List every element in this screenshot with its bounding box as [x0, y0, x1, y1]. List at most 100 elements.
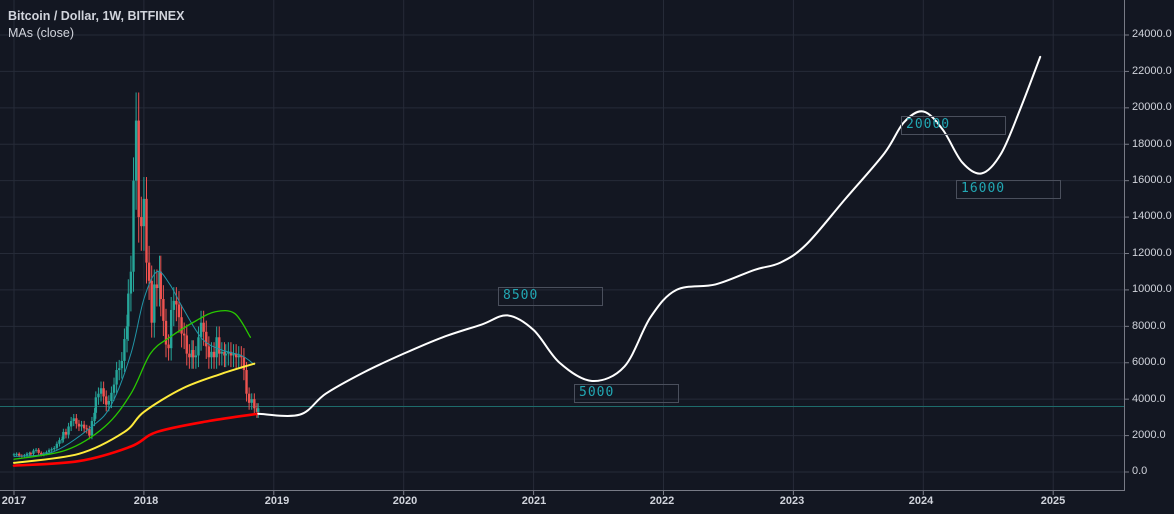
ma-yellow-line[interactable]: [13, 362, 256, 464]
y-tick-10000: 10000.0: [1132, 283, 1172, 295]
x-tick-2020: 2020: [392, 495, 418, 507]
candle-body: [62, 431, 65, 440]
candle-body: [159, 271, 162, 300]
candle-body: [150, 280, 153, 323]
candle-body: [80, 424, 83, 427]
candle-body: [134, 120, 138, 181]
candle-body: [58, 440, 61, 444]
y-tick-0: 0.0: [1132, 465, 1148, 477]
y-tick-8000: 8000.0: [1132, 320, 1166, 332]
candle-body: [242, 357, 246, 371]
y-tick-16000: 16000.0: [1132, 174, 1172, 186]
candle-body: [232, 353, 235, 356]
candle-body: [120, 360, 124, 369]
y-tick-4000: 4000.0: [1132, 393, 1166, 405]
candle-body: [155, 284, 159, 289]
candle-body: [102, 388, 105, 397]
y-tick-14000: 14000.0: [1132, 210, 1172, 222]
symbol-title: Bitcoin / Dollar, 1W, BITFINEX: [8, 9, 185, 23]
y-tick-22000: 22000.0: [1132, 65, 1172, 77]
candle-body: [153, 284, 156, 323]
annotation-8500[interactable]: 8500: [498, 287, 603, 306]
candle-body: [34, 449, 38, 451]
candle-body: [17, 453, 21, 456]
candle-body: [88, 429, 91, 436]
candle-body: [12, 454, 16, 456]
candle-body: [55, 443, 59, 448]
ma-red-line[interactable]: [12, 412, 260, 467]
candle-body: [99, 388, 103, 394]
candle-body: [94, 397, 98, 413]
candle-body: [45, 452, 48, 454]
candle-body: [237, 355, 240, 358]
candle-body: [192, 350, 195, 358]
y-tick-6000: 6000.0: [1132, 356, 1166, 368]
x-tick-2021: 2021: [521, 495, 547, 507]
candle-body: [105, 396, 108, 405]
candle-body: [207, 346, 211, 358]
candle-body: [169, 309, 173, 349]
x-tick-2023: 2023: [779, 495, 805, 507]
candle-body: [85, 428, 88, 430]
candle-body: [69, 421, 73, 427]
x-tick-2025: 2025: [1040, 495, 1066, 507]
candle-body: [180, 317, 183, 334]
candle-body: [205, 331, 208, 347]
candle-body: [32, 450, 35, 454]
candle-body: [129, 271, 133, 294]
y-tick-2000: 2000.0: [1132, 429, 1166, 441]
candle-body: [172, 300, 175, 310]
candle-body: [188, 353, 191, 358]
candle-body: [112, 384, 116, 393]
candle-body: [229, 351, 233, 356]
candle-body: [140, 217, 143, 227]
candle-body: [190, 350, 194, 358]
candle-body: [202, 322, 205, 332]
annotation-5000[interactable]: 5000: [574, 384, 679, 403]
candle-body: [234, 353, 238, 358]
candle-body: [127, 293, 130, 327]
candle-body: [245, 370, 248, 394]
candle-body: [123, 339, 126, 361]
candle-body: [247, 393, 251, 403]
x-tick-2024: 2024: [908, 495, 934, 507]
candle-body: [224, 353, 227, 356]
indicator-label[interactable]: MAs (close): [8, 26, 74, 40]
candle-body: [215, 337, 218, 358]
candle-body: [145, 198, 148, 263]
candle-body: [67, 426, 70, 435]
candle-body: [194, 355, 198, 358]
candle-body: [220, 351, 224, 354]
candle-body: [107, 400, 111, 405]
candle-body: [162, 299, 165, 321]
candle-body: [40, 452, 43, 455]
candle-body: [97, 393, 100, 398]
annotation-20000[interactable]: 20000: [901, 116, 1006, 135]
candle-body: [212, 351, 216, 358]
y-tick-12000: 12000.0: [1132, 247, 1172, 259]
candle-body: [257, 408, 260, 412]
candle-body: [115, 370, 118, 385]
annotation-16000[interactable]: 16000: [956, 180, 1061, 199]
candle-body: [15, 453, 18, 455]
candle-body: [210, 351, 213, 358]
candle-body: [147, 262, 151, 281]
candle-body: [175, 300, 178, 305]
candle-body: [118, 368, 121, 371]
candle-body: [197, 337, 200, 356]
candle-body: [25, 453, 29, 456]
candle-body: [82, 424, 86, 429]
candle-body: [182, 333, 186, 336]
candle-body: [227, 351, 230, 354]
candle-body: [60, 439, 64, 441]
candle-body: [137, 120, 140, 218]
y-tick-18000: 18000.0: [1132, 138, 1172, 150]
candle-body: [64, 431, 68, 435]
ma-green-line[interactable]: [13, 309, 252, 460]
projection-line[interactable]: [257, 55, 1042, 417]
candle-body: [90, 421, 94, 436]
ma-fast-line[interactable]: [13, 270, 255, 458]
candle-body: [158, 271, 161, 289]
